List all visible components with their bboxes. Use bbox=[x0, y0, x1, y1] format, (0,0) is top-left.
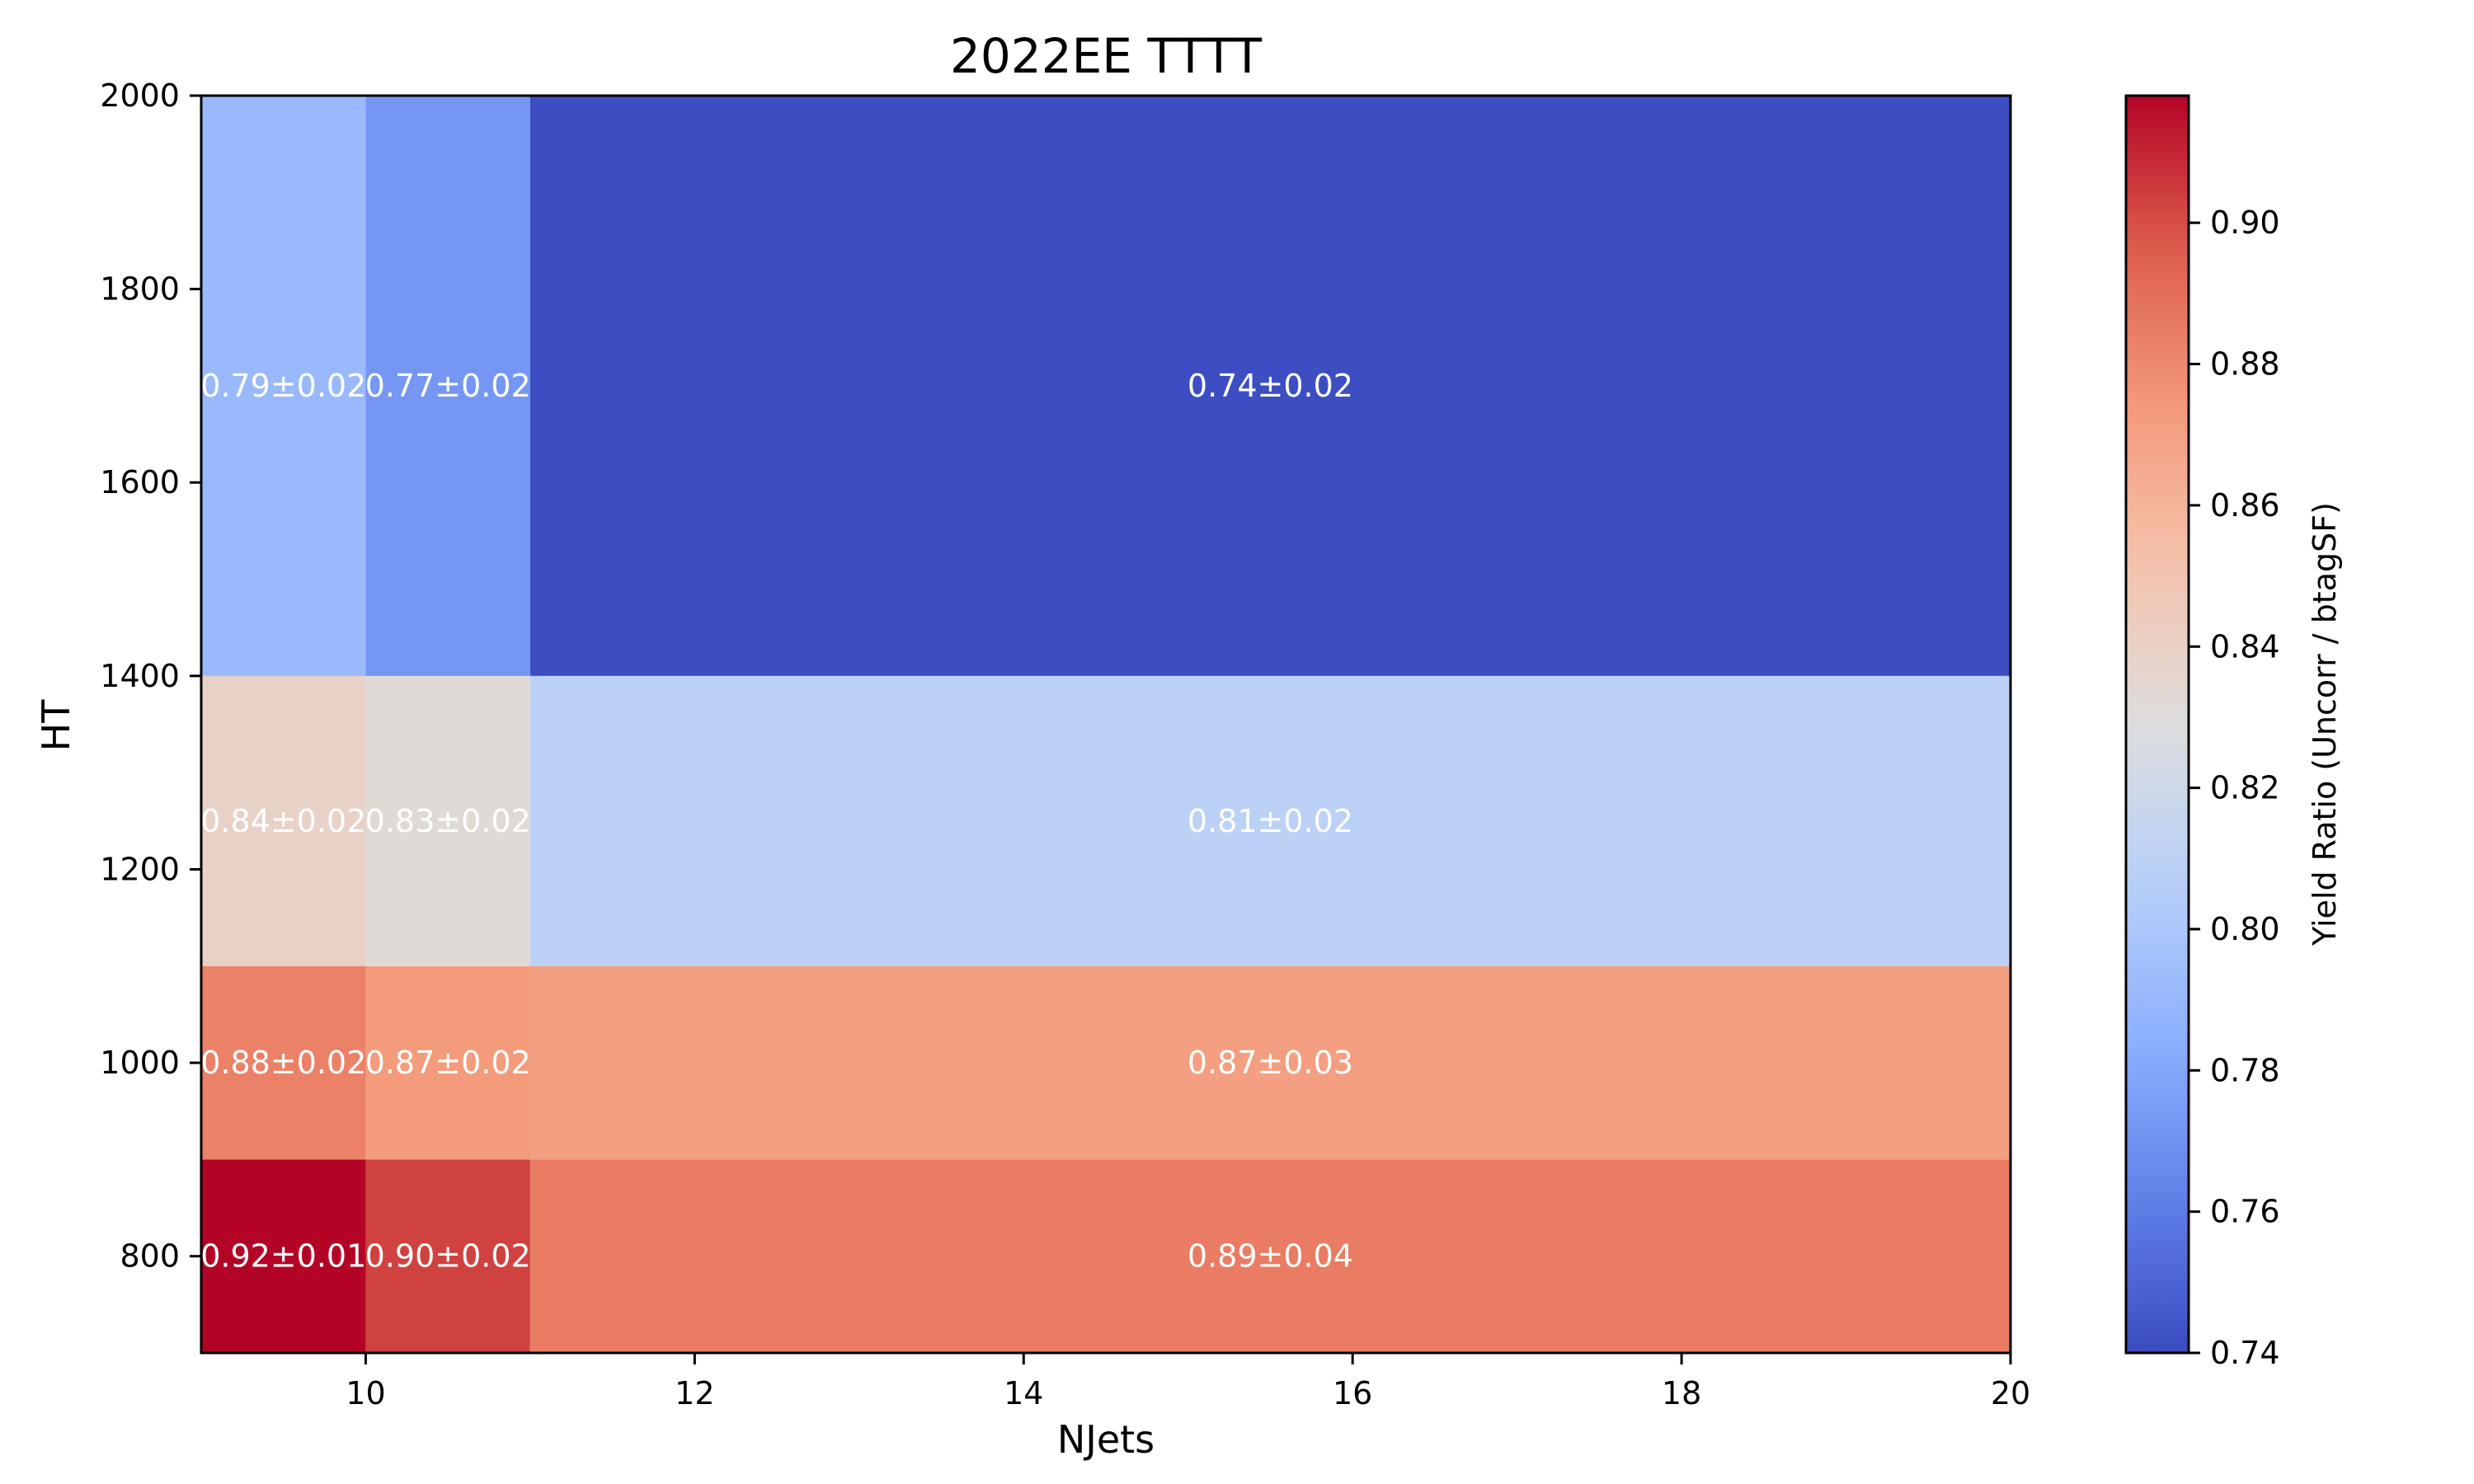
heatmap-cell bbox=[201, 1159, 366, 1353]
colorbar-tick-label: 0.88 bbox=[2210, 346, 2280, 383]
x-tick-label: 12 bbox=[675, 1375, 714, 1411]
y-axis-label: HT bbox=[34, 699, 78, 752]
heatmap-cell bbox=[529, 965, 2011, 1160]
y-tick-label: 1400 bbox=[100, 658, 180, 694]
y-tick-label: 800 bbox=[120, 1238, 180, 1275]
y-tick-label: 1200 bbox=[100, 851, 180, 887]
heatmap-cell bbox=[529, 1159, 2011, 1353]
plot-frame bbox=[200, 94, 2012, 1355]
colorbar bbox=[2126, 96, 2189, 1353]
colorbar-tick-label: 0.84 bbox=[2210, 628, 2280, 665]
cell-label: 0.74±0.02 bbox=[1188, 368, 1353, 404]
chart-title: 2022EE TTTT bbox=[950, 28, 1263, 84]
cell-label: 0.88±0.02 bbox=[200, 1045, 366, 1081]
colorbar-ticks: 0.74 0.76 0.78 0.80 0.82 0.84 0.86 0.88 0.90 bbox=[2189, 204, 2280, 1371]
x-tick-label: 20 bbox=[1991, 1375, 2030, 1411]
colorbar-tick-label: 0.82 bbox=[2210, 770, 2280, 806]
x-tick-label: 14 bbox=[1004, 1375, 1043, 1411]
x-tick-label: 16 bbox=[1333, 1375, 1372, 1411]
y-tick-label: 1800 bbox=[100, 271, 180, 308]
cell-label: 0.77±0.02 bbox=[365, 368, 531, 404]
cell-label: 0.83±0.02 bbox=[365, 803, 531, 839]
x-axis: 10 12 14 16 18 20 bbox=[346, 1353, 2030, 1411]
cell-label: 0.90±0.02 bbox=[365, 1238, 531, 1275]
colorbar-tick-label: 0.86 bbox=[2210, 487, 2280, 524]
heatmap-cell bbox=[529, 675, 2011, 966]
cell-label: 0.92±0.01 bbox=[200, 1238, 366, 1275]
colorbar-tick-label: 0.80 bbox=[2210, 911, 2280, 947]
colorbar-tick-label: 0.74 bbox=[2210, 1335, 2280, 1371]
heatmap-cell bbox=[201, 965, 366, 1160]
colorbar-frame bbox=[2124, 94, 2190, 1355]
y-tick-label: 2000 bbox=[100, 77, 180, 114]
heatmap-cell bbox=[365, 1159, 530, 1353]
cell-label: 0.89±0.04 bbox=[1188, 1238, 1353, 1275]
cell-label: 0.87±0.03 bbox=[1188, 1045, 1353, 1081]
cell-label: 0.81±0.02 bbox=[1188, 803, 1353, 839]
heatmap-cell bbox=[365, 965, 530, 1160]
x-tick-label: 10 bbox=[346, 1375, 385, 1411]
colorbar-tick-label: 0.78 bbox=[2210, 1052, 2280, 1088]
x-tick-label: 18 bbox=[1662, 1375, 1701, 1411]
cell-label: 0.87±0.02 bbox=[365, 1045, 531, 1081]
heatmap-cell bbox=[529, 96, 2011, 676]
colorbar-tick-label: 0.76 bbox=[2210, 1194, 2280, 1230]
cell-label: 0.84±0.02 bbox=[200, 803, 366, 839]
y-axis: 800 1000 1200 1400 1600 1800 2000 bbox=[100, 77, 201, 1275]
heatmap-cell bbox=[365, 675, 530, 966]
y-tick-label: 1000 bbox=[100, 1045, 180, 1081]
y-tick-label: 1600 bbox=[100, 464, 180, 500]
heatmap-cell bbox=[201, 675, 366, 966]
x-axis-label: NJets bbox=[1057, 1417, 1155, 1462]
heatmap-cell-labels: 0.92±0.010.90±0.02 0.89±0.040.88±0.020.87… bbox=[200, 368, 1353, 1275]
cell-label: 0.79±0.02 bbox=[200, 368, 366, 404]
heatmap-cells bbox=[201, 96, 2011, 1353]
colorbar-label: Yield Ratio (Uncorr / btagSF) bbox=[2307, 502, 2343, 946]
colorbar-tick-label: 0.90 bbox=[2210, 204, 2280, 241]
heatmap-cell bbox=[201, 96, 366, 676]
heatmap-cell bbox=[365, 96, 530, 676]
